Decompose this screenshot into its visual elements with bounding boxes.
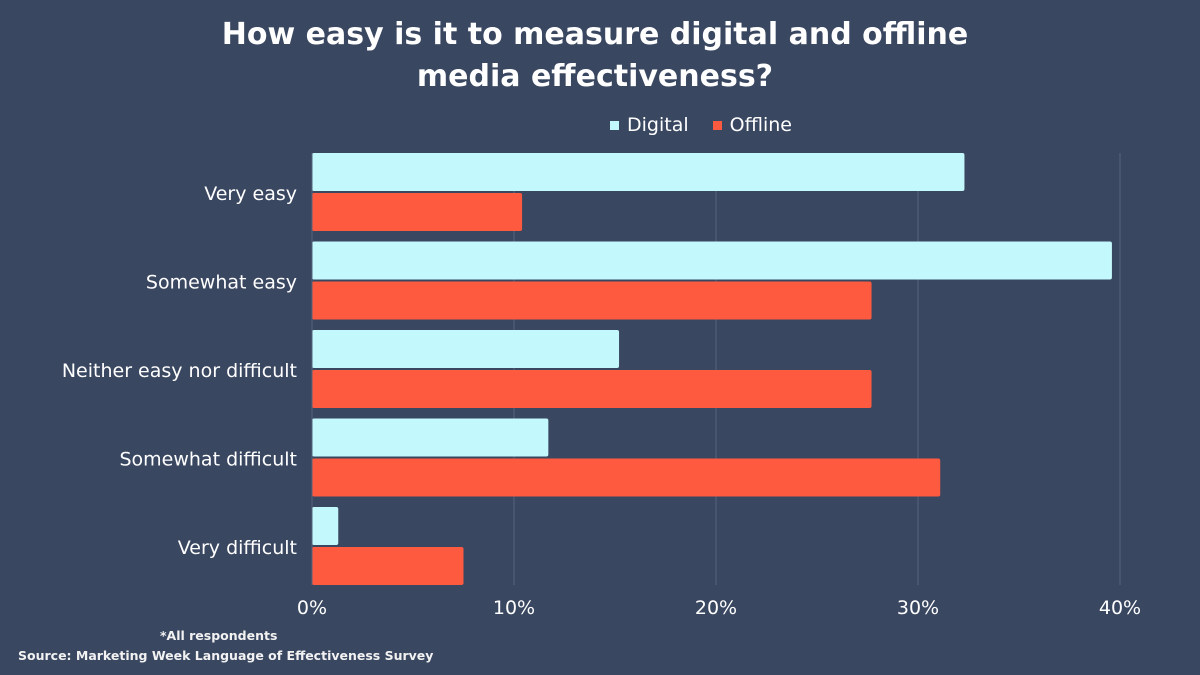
bar-offline: [312, 193, 523, 231]
legend: Digital Offline: [610, 114, 792, 136]
bar-digital: [312, 507, 339, 545]
source-note: Source: Marketing Week Language of Effec…: [18, 648, 434, 663]
category-label: Very easy: [204, 183, 297, 205]
legend-swatch-offline: [712, 120, 722, 130]
category-label: Somewhat difficult: [119, 449, 297, 471]
bar-digital: [312, 241, 1112, 280]
x-tick-label: 40%: [1099, 597, 1141, 619]
legend-swatch-digital: [610, 120, 619, 130]
bar-offline: [312, 281, 872, 320]
chart-title-line-1: How easy is it to measure digital and of…: [221, 17, 969, 52]
bar-offline: [312, 458, 941, 497]
x-tick-label: 20%: [695, 597, 737, 619]
legend-item-offline: Offline: [712, 114, 792, 136]
bar-digital: [312, 330, 620, 368]
category-label: Neither easy nor difficult: [62, 360, 297, 382]
chart-title: How easy is it to measure digital and of…: [0, 14, 1190, 98]
category-label: Somewhat easy: [146, 272, 297, 294]
legend-label-digital: Digital: [627, 114, 689, 136]
bar-offline: [312, 370, 872, 408]
category-label: Very difficult: [178, 537, 297, 559]
x-tick-label: 10%: [493, 597, 535, 619]
chart-title-line-2: media effectiveness?: [416, 59, 774, 94]
legend-item-digital: Digital: [610, 114, 689, 136]
footnote: *All respondents: [160, 628, 278, 643]
legend-label-offline: Offline: [729, 114, 792, 136]
x-tick-label: 30%: [897, 597, 939, 619]
x-tick-label: 0%: [297, 597, 327, 619]
bar-digital: [312, 153, 965, 191]
bar-offline: [312, 547, 464, 585]
bar-digital: [312, 418, 549, 457]
